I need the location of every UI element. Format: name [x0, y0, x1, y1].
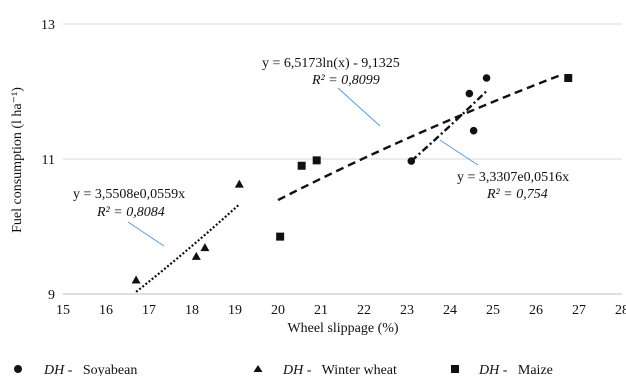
- svg-text:DH - Maize: DH - Maize: [478, 363, 553, 376]
- point-circle: [469, 126, 478, 135]
- soyabean-equation: y = 3,3307e0,0516x: [457, 170, 569, 185]
- x-tick-label: 22: [357, 303, 371, 318]
- trendline-circle: [410, 90, 488, 162]
- legend-prefix-winter-wheat: DH: [282, 363, 304, 376]
- legend-prefix-soyabean: DH: [43, 363, 65, 376]
- x-tick-label: 18: [185, 303, 199, 318]
- callout-line: [457, 151, 479, 166]
- point-square: [297, 161, 306, 170]
- svg-text:DH - Winter wheat: DH - Winter wheat: [282, 363, 397, 376]
- point-triangle: [200, 243, 210, 252]
- x-tick-label: 23: [400, 303, 414, 318]
- x-tick-label: 28: [615, 303, 626, 318]
- x-tick-label: 16: [99, 303, 113, 318]
- x-axis-label: Wheel slippage (%): [287, 321, 399, 336]
- legend: DH - Soyabean DH - Winter wheat DH - Mai…: [14, 363, 553, 376]
- y-axis-label: Fuel consumption (l ha⁻¹): [10, 87, 25, 233]
- point-square: [276, 232, 285, 241]
- point-circle: [407, 157, 416, 165]
- trendlines: [135, 73, 563, 293]
- trendline-square: [277, 73, 563, 202]
- y-tick-label: 13: [41, 18, 55, 33]
- x-tick-label: 26: [529, 303, 543, 318]
- legend-label-maize: - Maize: [499, 363, 553, 376]
- winter-wheat-equation: y = 3,5508e0,0559x: [73, 187, 185, 202]
- data-points: [131, 74, 573, 284]
- legend-item-maize: DH - Maize: [451, 363, 553, 376]
- svg-text:DH - Soyabean: DH - Soyabean: [43, 363, 137, 376]
- point-square: [564, 74, 573, 82]
- point-circle: [465, 89, 474, 98]
- legend-marker-triangle: [253, 365, 263, 372]
- legend-label-soyabean: - Soyabean: [64, 363, 137, 376]
- point-triangle: [191, 251, 201, 260]
- point-triangle: [131, 275, 141, 284]
- legend-prefix-maize: DH: [478, 363, 500, 376]
- legend-marker-circle: [14, 365, 22, 373]
- gridlines: [63, 23, 622, 160]
- maize-r2: R² = 0,8099: [311, 73, 380, 88]
- point-triangle: [234, 179, 244, 188]
- x-tick-label: 17: [142, 303, 156, 318]
- point-circle: [482, 74, 491, 82]
- legend-item-soyabean: DH - Soyabean: [14, 363, 137, 376]
- x-tick-label: 24: [443, 303, 457, 318]
- point-square: [312, 156, 321, 165]
- x-tick-label: 20: [271, 303, 285, 318]
- x-tick-label: 25: [486, 303, 500, 318]
- x-tick-label: 27: [572, 303, 586, 318]
- trendline-triangle: [135, 203, 241, 293]
- soyabean-r2: R² = 0,754: [486, 187, 548, 202]
- x-tick-label: 21: [314, 303, 328, 318]
- legend-item-winter-wheat: DH - Winter wheat: [253, 363, 397, 376]
- y-tick-label: 11: [42, 153, 55, 168]
- axes: 9 11 13 15 16 17 18 19 20 21 22 23 24 25 26 27 28: [41, 18, 626, 318]
- callout-line: [337, 87, 381, 127]
- y-tick-label: 9: [48, 288, 55, 303]
- x-tick-label: 19: [228, 303, 242, 318]
- callout-line: [439, 139, 459, 153]
- x-tick-label: 15: [56, 303, 70, 318]
- legend-label-winter-wheat: - Winter wheat: [303, 363, 397, 376]
- equation-callouts: [127, 87, 479, 247]
- maize-equation: y = 6,5173ln(x) - 9,1325: [262, 56, 400, 71]
- winter-wheat-r2: R² = 0,8084: [96, 205, 165, 220]
- legend-marker-square: [451, 365, 459, 373]
- callout-line: [127, 221, 165, 247]
